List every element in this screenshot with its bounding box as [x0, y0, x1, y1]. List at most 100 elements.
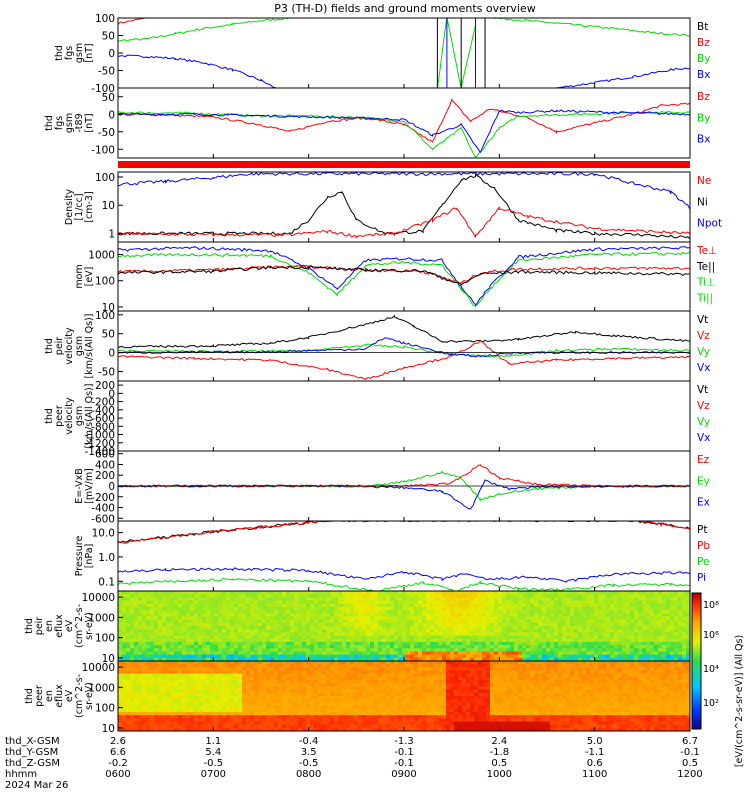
heat-cell: [382, 657, 387, 662]
heat-cell: [614, 645, 619, 649]
heat-cell: [430, 613, 435, 617]
heat-cell: [186, 594, 191, 598]
heat-cell: [330, 603, 335, 608]
heat-cell: [290, 705, 295, 710]
heat-cell: [162, 619, 167, 624]
heat-cell: [678, 619, 683, 624]
heat-cell: [246, 686, 251, 691]
heat-cell: [378, 632, 383, 636]
heat-cell: [330, 686, 335, 691]
heat-cell: [150, 686, 155, 691]
heat-cell: [294, 645, 299, 649]
heat-cell: [378, 705, 383, 710]
heat-cell: [186, 645, 191, 649]
heat-cell: [190, 711, 195, 716]
heat-cell: [326, 711, 331, 716]
heat-cell: [342, 680, 347, 684]
heat-cell: [614, 613, 619, 617]
heat-cell: [614, 606, 619, 611]
heat-cell: [490, 597, 495, 601]
heat-cell: [286, 626, 291, 630]
heat-cell: [246, 689, 251, 694]
heat-cell: [350, 689, 355, 694]
heat-cell: [626, 638, 631, 643]
heat-cell: [638, 619, 643, 624]
heat-cell: [174, 645, 179, 649]
heat-cell: [206, 711, 211, 716]
heat-cell: [618, 619, 623, 624]
heat-cell: [286, 686, 291, 691]
heat-cell: [362, 610, 367, 614]
heat-cell: [230, 657, 235, 662]
heat-cell: [450, 657, 455, 662]
heat-cell: [126, 626, 131, 630]
heat-cell: [346, 641, 351, 646]
heat-cell: [474, 594, 479, 598]
heat-cell: [146, 686, 151, 691]
heat-cell: [154, 708, 159, 713]
heat-cell: [226, 705, 231, 710]
heat-cell: [610, 641, 615, 646]
heat-cell: [126, 692, 131, 697]
heat-cell: [554, 606, 559, 611]
heat-cell: [362, 699, 367, 703]
heat-cell: [210, 721, 215, 726]
heat-cell: [646, 651, 651, 656]
heat-cell: [246, 683, 251, 687]
heat-cell: [574, 641, 579, 646]
heat-cell: [538, 594, 543, 598]
heat-cell: [162, 632, 167, 636]
heat-cell: [322, 721, 327, 726]
heat-cell: [486, 619, 491, 624]
heat-cell: [198, 686, 203, 691]
heat-cell: [422, 600, 427, 605]
heat-cell: [298, 708, 303, 713]
heat-cell: [342, 597, 347, 601]
heat-cell: [398, 597, 403, 601]
heat-cell: [486, 626, 491, 630]
heat-cell: [362, 654, 367, 659]
heat-cell: [178, 632, 183, 636]
heat-cell: [270, 724, 275, 729]
heat-cell: [434, 638, 439, 643]
heat-cell: [306, 629, 311, 633]
heat-cell: [354, 664, 359, 668]
heat-cell: [266, 616, 271, 621]
heat-cell: [666, 654, 671, 659]
heat-cell: [206, 600, 211, 605]
heat-cell: [554, 629, 559, 633]
heat-cell: [686, 600, 691, 605]
heat-cell: [562, 619, 567, 624]
heat-cell: [330, 680, 335, 684]
heat-cell: [306, 591, 311, 595]
heat-cell: [242, 616, 247, 621]
heat-cell: [454, 591, 459, 595]
heat-cell: [290, 696, 295, 700]
heat-cell: [214, 661, 219, 665]
heat-cell: [290, 638, 295, 643]
heat-cell: [538, 626, 543, 630]
heat-cell: [610, 603, 615, 608]
heat-cell: [370, 702, 375, 706]
heat-cell: [302, 629, 307, 633]
heat-cell: [306, 670, 311, 675]
heat-cell: [386, 683, 391, 687]
heat-cell: [266, 648, 271, 652]
heat-cell: [362, 676, 367, 681]
heat-cell: [286, 603, 291, 608]
heat-cell: [386, 597, 391, 601]
heat-cell: [346, 657, 351, 662]
heat-cell: [478, 616, 483, 621]
heat-cell: [162, 711, 167, 716]
heat-cell: [638, 616, 643, 621]
series-line-3: [118, 205, 690, 239]
heat-cell: [334, 629, 339, 633]
heat-cell: [206, 715, 211, 719]
heat-cell: [554, 622, 559, 627]
heat-cell: [478, 622, 483, 627]
heat-cell: [398, 686, 403, 691]
heat-cell: [138, 591, 143, 595]
heat-cell: [394, 724, 399, 729]
y-axis-label-line: (cm^2-s-: [74, 604, 85, 648]
heat-cell: [686, 651, 691, 656]
